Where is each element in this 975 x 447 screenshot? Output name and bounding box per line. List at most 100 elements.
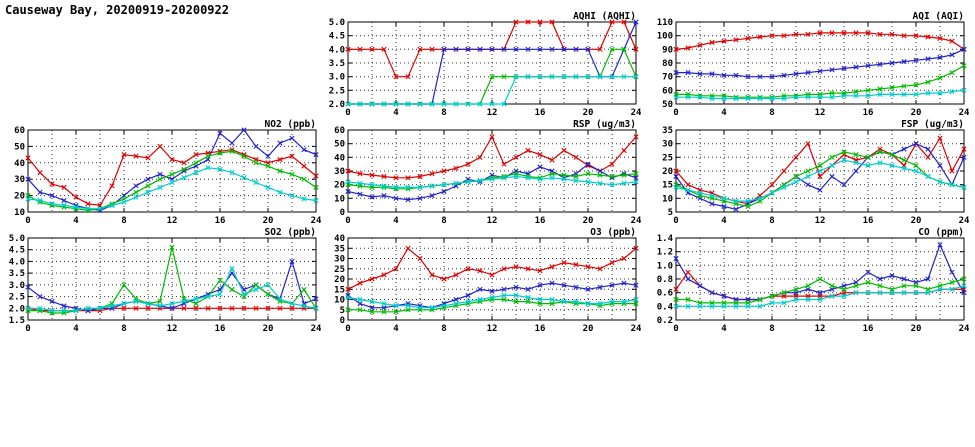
svg-text:16: 16 [535, 324, 546, 334]
svg-text:0: 0 [345, 324, 350, 334]
svg-text:5: 5 [668, 208, 673, 218]
svg-text:CO (ppm): CO (ppm) [918, 227, 964, 238]
svg-text:8: 8 [769, 108, 774, 118]
svg-text:4: 4 [721, 324, 727, 334]
svg-text:30: 30 [14, 175, 25, 185]
svg-text:16: 16 [215, 216, 226, 226]
svg-text:16: 16 [863, 108, 874, 118]
svg-text:0.6: 0.6 [657, 289, 673, 299]
svg-text:20: 20 [334, 275, 345, 285]
svg-text:10: 10 [334, 296, 345, 306]
svg-text:80: 80 [662, 59, 673, 69]
svg-text:25: 25 [334, 265, 345, 275]
svg-text:4: 4 [393, 324, 399, 334]
svg-text:10: 10 [14, 208, 25, 218]
svg-text:24: 24 [631, 324, 642, 334]
svg-text:12: 12 [487, 108, 498, 118]
chart-fsp: 5 10 15 20 25 30 35 0 4 8 12 16 20 24 FSP (ug/m3) [648, 118, 970, 228]
svg-text:24: 24 [631, 108, 642, 118]
svg-text:8: 8 [121, 216, 126, 226]
svg-text:FSP (ug/m3): FSP (ug/m3) [901, 119, 964, 130]
svg-text:12: 12 [167, 324, 178, 334]
svg-text:25: 25 [662, 153, 673, 163]
svg-text:12: 12 [815, 216, 826, 226]
svg-text:30: 30 [662, 140, 673, 150]
svg-text:0: 0 [673, 108, 678, 118]
svg-text:15: 15 [662, 181, 673, 191]
svg-text:50: 50 [662, 100, 673, 110]
svg-text:0: 0 [25, 324, 30, 334]
svg-text:4.0: 4.0 [9, 257, 25, 267]
svg-text:2.5: 2.5 [9, 293, 25, 303]
svg-text:AQI (AQI): AQI (AQI) [913, 11, 964, 22]
svg-text:SO2 (ppb): SO2 (ppb) [265, 227, 316, 238]
svg-text:16: 16 [863, 216, 874, 226]
chart-o3: 0 5 10 15 20 25 30 35 40 0 4 8 12 16 20 24 O3 (ppb) [320, 226, 642, 336]
svg-text:20: 20 [583, 108, 594, 118]
svg-text:AQHI (AQHI): AQHI (AQHI) [573, 11, 636, 22]
svg-text:12: 12 [487, 216, 498, 226]
svg-text:4: 4 [393, 108, 399, 118]
svg-text:4.5: 4.5 [329, 32, 345, 42]
svg-text:20: 20 [583, 216, 594, 226]
svg-text:16: 16 [535, 108, 546, 118]
svg-text:24: 24 [959, 108, 970, 118]
svg-text:0: 0 [25, 216, 30, 226]
svg-text:0: 0 [673, 216, 678, 226]
svg-text:15: 15 [334, 285, 345, 295]
svg-text:12: 12 [815, 324, 826, 334]
svg-text:4: 4 [73, 324, 79, 334]
svg-text:0.8: 0.8 [657, 275, 673, 285]
chart-so2: 1.5 2.0 2.5 3.0 3.5 4.0 4.5 5.0 0 4 8 12 16 20 24 SO2 (… [0, 226, 322, 336]
svg-text:RSP (ug/m3): RSP (ug/m3) [573, 119, 636, 130]
svg-text:10: 10 [334, 194, 345, 204]
svg-text:60: 60 [14, 126, 25, 136]
chart-co: 0.2 0.4 0.6 0.8 1.0 1.2 1.4 0 4 8 12 16 20 24 CO (ppm) [648, 226, 970, 336]
svg-text:O3 (ppb): O3 (ppb) [590, 227, 636, 238]
svg-text:0.2: 0.2 [657, 316, 673, 326]
svg-text:1.2: 1.2 [657, 248, 673, 258]
svg-text:60: 60 [334, 126, 345, 136]
svg-text:1.4: 1.4 [657, 234, 674, 244]
svg-text:20: 20 [334, 181, 345, 191]
svg-text:30: 30 [334, 167, 345, 177]
chart-aqhi: 2.0 2.5 3.0 3.5 4.0 4.5 5.0 0 4 8 12 16 20 24 AQHI (AQ… [320, 10, 642, 120]
svg-text:0: 0 [673, 324, 678, 334]
svg-text:8: 8 [121, 324, 126, 334]
svg-text:40: 40 [14, 159, 25, 169]
chart-no2: 10 20 30 40 50 60 0 4 8 12 16 20 24 NO2 (ppb) [0, 118, 322, 228]
svg-text:3.5: 3.5 [9, 269, 25, 279]
svg-text:100: 100 [657, 32, 673, 42]
svg-text:50: 50 [14, 142, 25, 152]
svg-text:20: 20 [911, 216, 922, 226]
svg-text:8: 8 [769, 324, 774, 334]
svg-text:12: 12 [167, 216, 178, 226]
svg-text:NO2 (ppb): NO2 (ppb) [265, 119, 316, 130]
svg-text:60: 60 [662, 86, 673, 96]
svg-text:0.4: 0.4 [657, 302, 674, 312]
svg-text:4.0: 4.0 [329, 45, 345, 55]
svg-text:30: 30 [334, 255, 345, 265]
svg-text:2.0: 2.0 [329, 100, 345, 110]
svg-text:40: 40 [334, 234, 345, 244]
svg-text:20: 20 [263, 324, 274, 334]
svg-text:24: 24 [959, 324, 970, 334]
svg-text:40: 40 [334, 153, 345, 163]
svg-text:8: 8 [441, 324, 446, 334]
svg-text:3.5: 3.5 [329, 59, 345, 69]
svg-text:2.0: 2.0 [9, 304, 25, 314]
svg-text:3.0: 3.0 [329, 73, 345, 83]
svg-text:5.0: 5.0 [9, 234, 25, 244]
svg-text:24: 24 [311, 216, 322, 226]
svg-text:4.5: 4.5 [9, 246, 25, 256]
chart-rsp: 0 10 20 30 40 50 60 0 4 8 12 16 20 24 RSP (ug/m3) [320, 118, 642, 228]
svg-text:20: 20 [911, 108, 922, 118]
svg-text:20: 20 [662, 167, 673, 177]
svg-text:4: 4 [393, 216, 399, 226]
svg-text:0: 0 [345, 216, 350, 226]
svg-text:20: 20 [263, 216, 274, 226]
svg-text:2.5: 2.5 [329, 86, 345, 96]
svg-text:16: 16 [215, 324, 226, 334]
svg-text:90: 90 [662, 45, 673, 55]
